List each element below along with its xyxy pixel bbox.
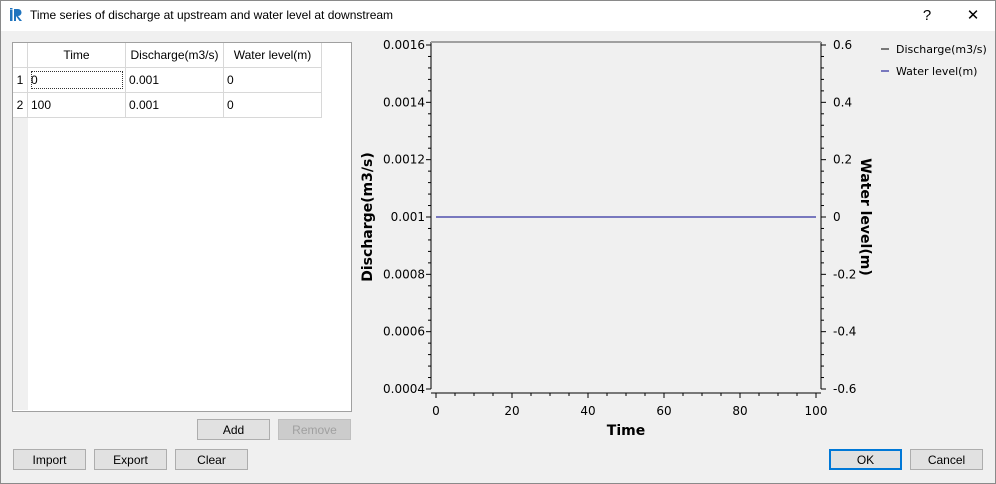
add-button[interactable]: Add xyxy=(197,419,270,440)
y-tick-label: 0.0008 xyxy=(383,267,425,281)
y-tick-label: 0.0016 xyxy=(383,38,425,52)
y-tick-label: 0.001 xyxy=(391,210,425,224)
chart-legend: Discharge(m3/s) Water level(m) xyxy=(881,43,987,78)
y2-tick-label: -0.6 xyxy=(833,382,856,396)
x-tick-label: 20 xyxy=(504,404,519,418)
close-button[interactable]: ✕ xyxy=(950,0,996,31)
table-row[interactable]: 2 100 0.001 0 xyxy=(13,92,322,118)
column-header-time[interactable]: Time xyxy=(27,43,126,68)
y2-tick-label: -0.4 xyxy=(833,325,856,339)
y-axis-label: Discharge(m3/s) xyxy=(360,152,376,281)
table-cell[interactable]: 0.001 xyxy=(125,67,224,93)
y2-axis-label: Water level(m) xyxy=(857,158,873,275)
ok-button[interactable]: OK xyxy=(829,449,902,470)
y2-tick-label: 0 xyxy=(833,210,841,224)
cell-value: 0 xyxy=(29,69,125,91)
y-tick-label: 0.0006 xyxy=(383,325,425,339)
x-tick-label: 0 xyxy=(432,404,440,418)
table-row[interactable]: 1 0 0.001 0 xyxy=(13,67,322,93)
x-tick-label: 100 xyxy=(805,404,828,418)
x-axis-label: Time xyxy=(607,423,645,439)
y2-tick-label: 0.2 xyxy=(833,153,852,167)
row-header-strip xyxy=(13,118,28,410)
legend-label: Water level(m) xyxy=(896,65,977,78)
table-cell[interactable]: 0 xyxy=(223,92,322,118)
cancel-button[interactable]: Cancel xyxy=(910,449,983,470)
y-tick-label: 0.0012 xyxy=(383,153,425,167)
row-number[interactable]: 1 xyxy=(13,67,28,93)
y2-tick-label: -0.2 xyxy=(833,267,856,281)
data-table[interactable]: Time Discharge(m3/s) Water level(m) 1 0 … xyxy=(12,42,352,412)
x-tick-label: 60 xyxy=(656,404,671,418)
clear-button[interactable]: Clear xyxy=(175,449,248,470)
help-button[interactable]: ? xyxy=(922,7,932,24)
import-button[interactable]: Import xyxy=(13,449,86,470)
x-tick-label: 80 xyxy=(732,404,747,418)
y-tick-label: 0.0014 xyxy=(383,95,425,109)
y2-tick-label: 0.6 xyxy=(833,38,852,52)
window-title: Time series of discharge at upstream and… xyxy=(30,8,394,22)
y-tick-label: 0.0004 xyxy=(383,382,425,396)
title-bar: Time series of discharge at upstream and… xyxy=(0,0,996,31)
table-cell[interactable]: 0.001 xyxy=(125,92,224,118)
row-number[interactable]: 2 xyxy=(13,92,28,118)
x-tick-label: 40 xyxy=(580,404,595,418)
table-corner[interactable] xyxy=(13,43,28,68)
column-header-water-level[interactable]: Water level(m) xyxy=(223,43,322,68)
export-button[interactable]: Export xyxy=(94,449,167,470)
column-header-discharge[interactable]: Discharge(m3/s) xyxy=(125,43,224,68)
remove-button[interactable]: Remove xyxy=(278,419,351,440)
y2-tick-label: 0.4 xyxy=(833,95,852,109)
table-cell[interactable]: 0 xyxy=(27,67,126,93)
time-series-chart: 0.0004 0.0006 0.0008 0.001 0.0012 0.0014 0.001… xyxy=(360,38,987,439)
table-cell[interactable]: 0 xyxy=(223,67,322,93)
legend-label: Discharge(m3/s) xyxy=(896,43,987,56)
app-logo-icon xyxy=(10,8,22,21)
close-icon: ✕ xyxy=(966,7,980,24)
table-cell[interactable]: 100 xyxy=(27,92,126,118)
